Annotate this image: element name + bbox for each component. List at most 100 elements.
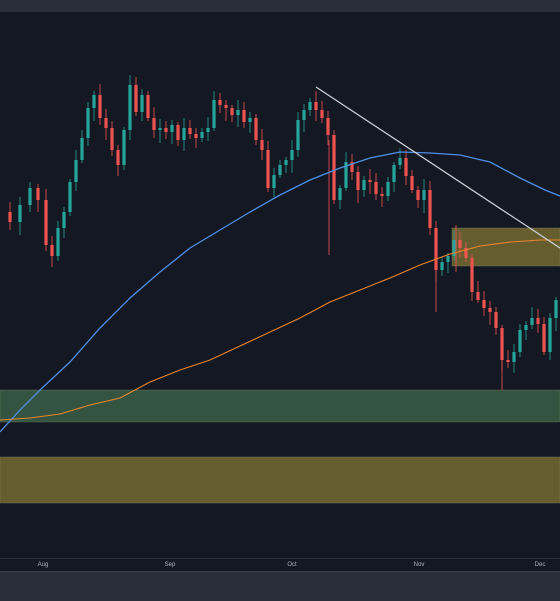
candle-body <box>278 165 282 175</box>
candle <box>194 128 198 148</box>
candle <box>296 112 300 157</box>
candle <box>28 182 32 212</box>
candle-body <box>428 190 432 228</box>
candle-body <box>36 188 40 200</box>
candle-body <box>248 118 252 122</box>
candle <box>350 154 354 180</box>
descending-trendline <box>315 86 560 249</box>
candle <box>446 253 450 273</box>
candle-body <box>230 108 234 115</box>
candle <box>128 75 132 140</box>
candle-body <box>98 95 102 118</box>
candle-body <box>146 95 150 118</box>
candle <box>416 186 420 208</box>
candle-body <box>104 118 108 128</box>
candle <box>458 232 462 258</box>
candle-body <box>218 100 222 105</box>
candle <box>344 152 348 191</box>
candle <box>182 118 186 151</box>
candle-body <box>554 300 558 318</box>
candle-body <box>458 240 462 248</box>
candle <box>554 297 558 331</box>
indicator-lines-layer <box>0 86 560 433</box>
candle <box>80 130 84 163</box>
candle <box>36 184 40 212</box>
candle <box>74 150 78 191</box>
candle-body <box>284 160 288 165</box>
candle <box>110 121 114 156</box>
time-axis[interactable]: Aug Sep Oct Nov Dec <box>0 558 560 572</box>
candle-body <box>200 132 204 138</box>
chart-bottom-toolbar <box>0 571 560 601</box>
candle <box>86 102 90 146</box>
candle-body <box>488 308 492 312</box>
candle-body <box>242 110 246 122</box>
candle <box>18 197 22 235</box>
moving-average-orange <box>0 239 560 421</box>
candle <box>470 254 474 301</box>
candle-body <box>440 262 444 270</box>
candle <box>116 145 120 176</box>
candle-body <box>254 118 258 140</box>
candle-body <box>28 188 32 205</box>
candle <box>218 93 222 113</box>
candle <box>158 119 162 143</box>
candle <box>524 321 528 340</box>
candle-body <box>92 95 96 108</box>
candle <box>542 317 546 355</box>
candle-body <box>86 108 90 138</box>
candle <box>266 141 270 192</box>
time-axis-label-nov: Nov <box>413 562 425 568</box>
candle <box>302 104 306 132</box>
candle <box>308 98 312 116</box>
candle <box>260 129 264 160</box>
candle <box>452 230 456 261</box>
candle <box>170 120 174 144</box>
candle-body <box>482 300 486 308</box>
candle <box>374 173 378 200</box>
candle <box>272 168 276 197</box>
candle <box>224 100 228 121</box>
time-axis-label-oct: Oct <box>287 562 297 568</box>
candle <box>98 84 102 125</box>
candle <box>290 140 294 173</box>
candle <box>122 127 126 170</box>
candle-body <box>290 150 294 160</box>
candle <box>518 324 522 357</box>
candle <box>50 236 54 267</box>
candle <box>530 307 534 329</box>
candle <box>410 170 414 193</box>
candle <box>200 128 204 142</box>
candlestick-chart[interactable] <box>0 12 560 558</box>
candle-body <box>350 162 354 172</box>
candle-body <box>44 200 48 245</box>
candle <box>338 185 342 209</box>
candle <box>212 91 216 131</box>
candle <box>332 130 336 204</box>
candle-body <box>308 102 312 110</box>
candle-body <box>206 128 210 132</box>
candle-body <box>452 240 456 256</box>
candle <box>284 157 288 173</box>
candle <box>140 89 144 121</box>
candle <box>428 181 432 235</box>
candle-body <box>476 292 480 300</box>
candle <box>44 189 48 251</box>
candle-body <box>314 102 318 110</box>
candle <box>68 179 72 216</box>
candle-body <box>116 150 120 165</box>
candle-body <box>338 188 342 200</box>
candle-body <box>170 125 174 132</box>
candle-body <box>176 125 180 140</box>
candle-body <box>140 95 144 112</box>
candle-body <box>464 248 468 258</box>
candle <box>152 107 156 138</box>
candle <box>278 160 282 178</box>
candle <box>422 179 426 213</box>
price-chart-pane[interactable] <box>0 12 560 558</box>
candle <box>242 102 246 128</box>
candle-body <box>212 100 216 128</box>
candle <box>8 202 12 230</box>
candle <box>92 91 96 121</box>
candle <box>398 148 402 169</box>
